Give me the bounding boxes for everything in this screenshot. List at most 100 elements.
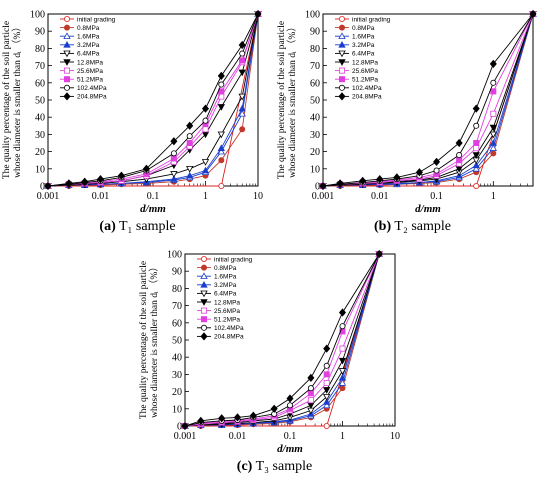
chart3-data-point [307, 397, 314, 404]
chart1-legend-marker [63, 59, 71, 66]
chart1-legend-label: 204.8MPa [77, 94, 107, 101]
chart2-data-point [473, 145, 480, 152]
chart2-data-point [393, 173, 401, 182]
chart2-legend-label: 0.8MPa [352, 25, 375, 32]
chart2-data-point [473, 139, 480, 146]
chart2-legend-label: 204.8MPa [352, 94, 382, 101]
chart1-data-point [201, 104, 210, 113]
chart1-legend-label: 1.6MPa [77, 34, 100, 41]
chart3-data-point [197, 416, 205, 425]
chart3-data-point [323, 422, 330, 429]
chart1-data-point [218, 157, 225, 164]
chart2-legend-marker [338, 92, 346, 101]
chart1-data-point [170, 150, 177, 157]
chart1-data-point [218, 182, 225, 189]
chart-panel-t2: 0 10 20 30 40 50 60 70 80 90 100 0.001 0.01 0.1 1 d/mm T… [275, 0, 550, 240]
chart1-legend-marker [64, 76, 71, 83]
chart2-legend-label: 3.2MPa [352, 42, 375, 49]
chart2-data-point [455, 138, 463, 148]
chart3-data-point [338, 368, 347, 375]
chart3-y-axis-label-line: The quality percentage of the soil parti… [138, 261, 149, 419]
chart2-data-point [472, 161, 480, 169]
chart2-data-point [433, 157, 441, 167]
chart3-data-point [323, 362, 330, 369]
chart1-y-tick-label: 10 [35, 164, 45, 175]
chart1-data-point [217, 104, 225, 111]
chart1-y-tick-label: 80 [35, 44, 45, 55]
chart1-y-tick-label: 30 [35, 130, 45, 141]
chart2-data-point [489, 124, 497, 132]
chart3-data-point [307, 385, 314, 392]
chart1-y-axis-label-line: The quality percentage of the soil parti… [1, 21, 12, 179]
chart3-legend: initial grading0.8MPa1.6MPa3.2MPa6.4MPa1… [197, 255, 253, 341]
chart2-x-tick-label: 0.001 [312, 191, 335, 202]
caption-t2: (b) T₂ sample [275, 219, 550, 235]
chart2-legend-label: 12.8MPa [352, 59, 378, 66]
chart1-data-point [239, 50, 246, 57]
chart3-legend-label: 3.2MPa [214, 282, 237, 289]
chart1-y-tick-label: 90 [35, 27, 45, 38]
chart2-y-tick-label: 100 [305, 10, 320, 21]
chart3-x-axis-label: d/mm [277, 443, 303, 455]
chart3-data-point [323, 398, 331, 405]
caption-t2-letter: (b) [374, 219, 392, 234]
chart2-data-point [473, 182, 480, 189]
chart1-data-point [239, 126, 246, 133]
chart3-legend-label: 204.8MPa [214, 334, 244, 341]
chart2-data-point [415, 168, 423, 177]
chart2-legend-marker [338, 32, 346, 39]
chart2-data-point [472, 164, 480, 172]
chart1-data-point [238, 69, 246, 77]
chart2-data-point [490, 88, 497, 95]
chart1-legend-marker [64, 84, 71, 91]
chart2-data-point [490, 79, 497, 86]
chart2-legend-marker [338, 59, 346, 66]
chart1-legend-marker [64, 24, 71, 31]
chart3-y-tick-label: 90 [172, 267, 182, 278]
chart1-data-point [186, 171, 194, 179]
chart2-y-tick-label: 20 [310, 147, 320, 158]
chart3-x-tick-label: 0.01 [229, 431, 247, 442]
chart2-x-tick-label: 0.1 [430, 191, 443, 202]
chart3-data-point [323, 379, 330, 386]
chart1-y-tick-label: 40 [35, 113, 45, 124]
chart1-data-point [170, 175, 178, 182]
chart3-legend-marker [201, 264, 208, 271]
chart1-data-point [186, 165, 194, 173]
chart2-legend-label: 51.2MPa [352, 77, 378, 84]
chart1-x-tick-label: 0.01 [92, 191, 110, 202]
chart1-x-axis-label: d/mm [140, 203, 166, 215]
chart2-data-point [376, 175, 384, 184]
chart3-legend-marker [200, 280, 208, 288]
chart2-y-axis-label-line: whose diameter is smaller than dᵢ （%） [286, 22, 298, 178]
chart3-data-point [307, 390, 314, 397]
chart1-x-tick-label: 10 [253, 191, 263, 202]
chart2-y-tick-label: 90 [310, 27, 320, 38]
chart2-data-point [336, 179, 344, 188]
chart3-y-tick-label: 20 [172, 387, 182, 398]
chart3-y-tick-label: 30 [172, 370, 182, 381]
chart3-data-point [339, 345, 346, 352]
chart1-data-point [239, 57, 246, 64]
chart3-legend-label: 12.8MPa [214, 299, 240, 306]
chart2-y-tick-label: 80 [310, 44, 320, 55]
chart3-y-tick-label: 10 [172, 404, 182, 415]
chart3-legend-label: 102.4MPa [214, 325, 244, 332]
chart2-legend-label: initial grading [352, 16, 391, 23]
chart2-legend-label: 6.4MPa [352, 51, 375, 58]
chart3-data-point [233, 413, 242, 422]
chart2-legend-label: 25.6MPa [352, 68, 378, 75]
chart3-data-point [338, 357, 347, 365]
chart2-y-tick-label: 60 [310, 78, 320, 89]
chart3-legend-label: initial grading [214, 256, 253, 263]
chart1-y-tick-label: 20 [35, 147, 45, 158]
chart2-data-point [489, 131, 497, 139]
chart1-y-tick-label: 50 [35, 96, 45, 107]
chart2-legend-marker [339, 24, 346, 31]
chart2-data-point [490, 150, 497, 157]
chart2-data-point [472, 152, 480, 159]
chart1-legend-marker [64, 67, 71, 74]
chart2-data-point [433, 167, 440, 174]
chart1-series-10 [44, 9, 262, 191]
chart2-x-tick-label: 1 [491, 191, 496, 202]
